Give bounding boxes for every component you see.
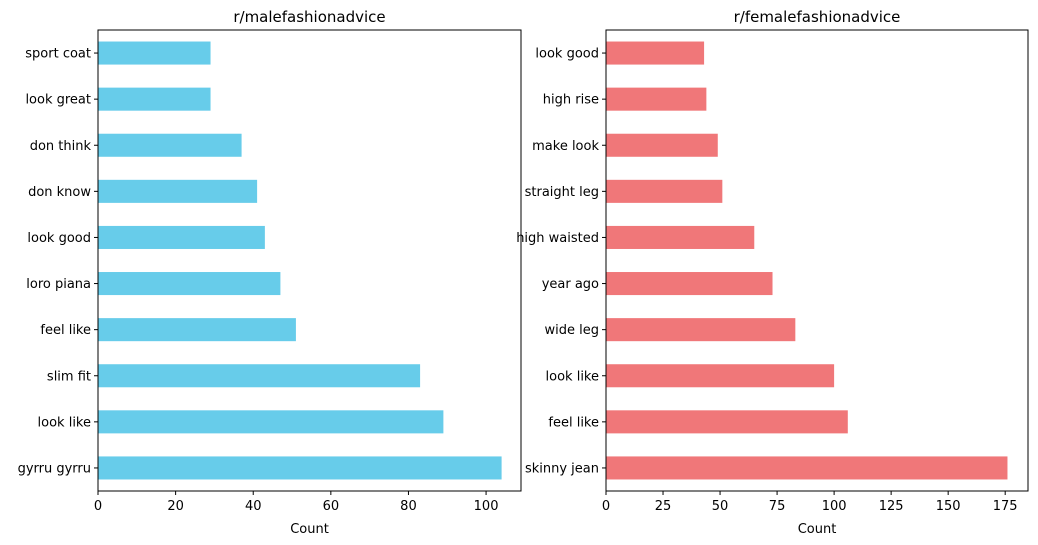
female-bar [606,272,773,296]
male-y-tick-label: look good [27,231,91,246]
male-chart: r/malefashionadvice gyrru gyrru look like… [18,8,522,537]
female-bars [606,41,1008,480]
female-x-tick-label: 25 [655,499,672,514]
male-x-axis-label: Count [290,522,329,537]
female-bar [606,456,1008,480]
female-y-tick-label: straight leg [525,185,599,200]
female-y-tick-label: make look [532,139,599,154]
male-y-tick-label: look great [25,93,91,108]
male-bar [98,410,444,434]
female-y-tick-label: look like [546,369,599,384]
male-chart-title: r/malefashionadvice [233,8,385,26]
male-y-tick-label: don know [28,185,91,200]
male-x-tick-label: 60 [323,499,340,514]
female-x-axis-label: Count [798,522,837,537]
female-bar [606,41,705,65]
female-x-tick-label: 100 [822,499,847,514]
male-y-tick-label: sport coat [25,47,91,62]
male-bar [98,225,265,249]
male-y-tick-label: don think [30,139,92,154]
male-x-tick-label: 100 [474,499,499,514]
male-y-ticks: gyrru gyrru look like slim fit feel like lor… [18,47,98,476]
male-x-tick-label: 80 [400,499,417,514]
female-y-tick-label: wide leg [545,323,600,338]
female-bar [606,364,835,388]
male-bar [98,456,502,480]
female-bar [606,318,796,342]
female-plot-frame [605,29,1029,492]
female-x-tick-label: 125 [879,499,904,514]
female-y-tick-label: high rise [543,93,599,108]
male-x-tick-label: 0 [94,499,102,514]
female-chart: r/femalefashionadvice skinny jean feel li… [516,8,1029,537]
male-bar [98,41,211,65]
female-x-tick-label: 0 [602,499,610,514]
female-x-tick-label: 175 [993,499,1018,514]
female-y-tick-label: high waisted [516,231,599,246]
female-bar [606,410,848,434]
female-chart-title: r/femalefashionadvice [734,8,901,26]
male-x-ticks: 0 20 40 60 80 100 [94,491,499,514]
female-bar [606,133,718,157]
female-y-tick-label: feel like [548,415,599,430]
female-bar [606,179,723,203]
male-y-tick-label: gyrru gyrru [18,461,91,476]
female-y-ticks: skinny jean feel like look like wide leg yea… [516,47,606,476]
male-y-tick-label: loro piana [26,277,91,292]
female-x-tick-label: 150 [936,499,961,514]
male-y-tick-label: feel like [40,323,91,338]
female-x-tick-label: 75 [769,499,786,514]
male-bar [98,364,421,388]
female-bar [606,87,707,111]
male-plot-frame [97,29,522,492]
male-bar [98,179,258,203]
male-bar [98,318,296,342]
female-y-tick-label: skinny jean [525,461,599,476]
male-x-tick-label: 20 [167,499,184,514]
female-bar [606,225,755,249]
male-y-tick-label: slim fit [47,369,91,384]
female-x-tick-label: 50 [712,499,729,514]
male-bar [98,272,281,296]
female-y-tick-label: year ago [542,277,599,292]
male-bar [98,87,211,111]
female-y-tick-label: look good [535,47,599,62]
male-bar [98,133,242,157]
female-x-ticks: 0 25 50 75 100 125 150 175 [602,491,1018,514]
male-bars [98,41,502,480]
male-x-tick-label: 40 [245,499,262,514]
male-y-tick-label: look like [38,415,91,430]
